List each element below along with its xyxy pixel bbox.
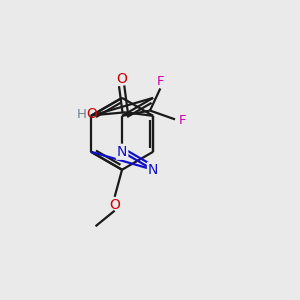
Text: N: N [117,145,127,159]
Text: F: F [179,114,186,127]
Text: F: F [157,76,164,88]
Text: O: O [116,72,127,86]
Text: N: N [148,163,158,177]
Text: H: H [77,108,87,121]
Text: O: O [86,107,97,121]
Text: O: O [109,198,120,212]
